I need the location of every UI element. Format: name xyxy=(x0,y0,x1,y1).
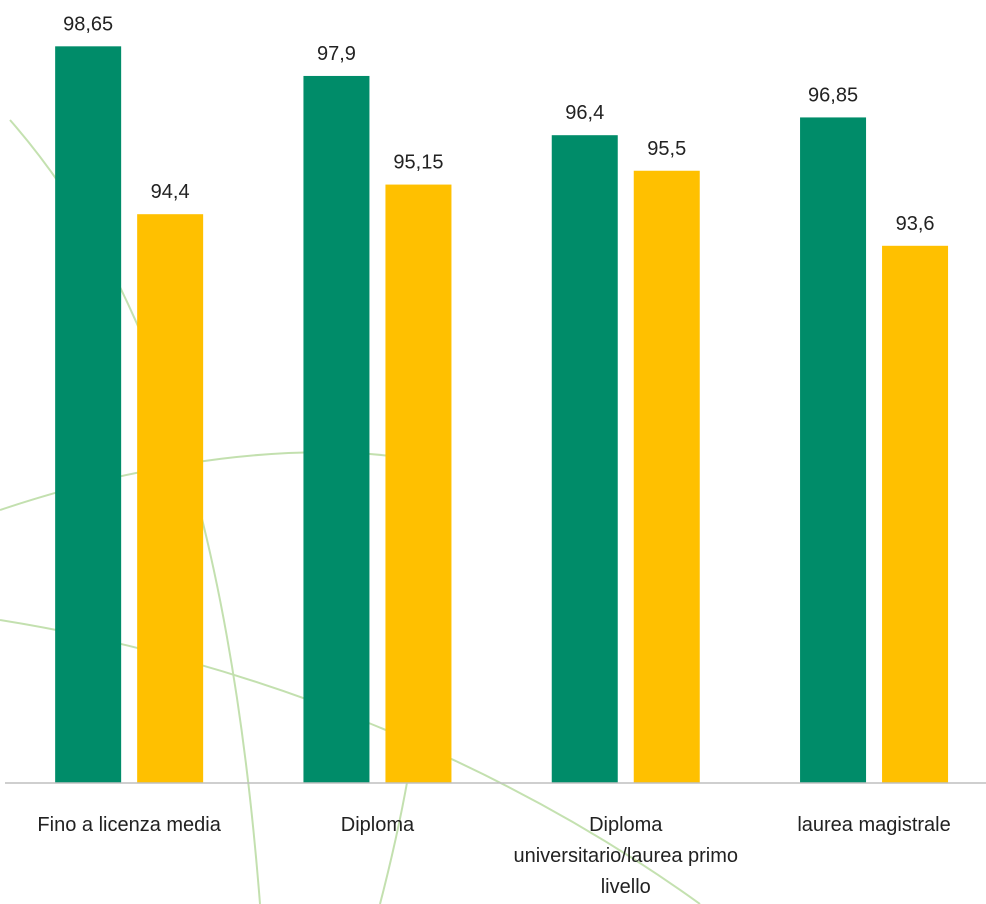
data-label: 96,85 xyxy=(808,84,858,106)
data-label: 94,4 xyxy=(151,181,190,203)
data-label: 93,6 xyxy=(896,213,935,235)
bar xyxy=(303,75,370,783)
bar xyxy=(800,117,867,784)
x-tick-label: Fino a licenza media xyxy=(37,814,221,836)
bar xyxy=(882,245,949,784)
bar xyxy=(385,184,452,783)
x-tick-label: Diploma universitario/laurea primo livel… xyxy=(513,814,739,898)
data-label: 95,5 xyxy=(647,138,686,160)
data-label: 96,4 xyxy=(565,102,604,124)
bar xyxy=(551,135,618,783)
bar xyxy=(137,214,204,783)
data-label: 97,9 xyxy=(317,43,356,65)
data-label: 98,65 xyxy=(63,13,113,35)
bar xyxy=(55,46,122,783)
data-label: 95,15 xyxy=(393,152,443,174)
bar xyxy=(633,170,700,783)
x-tick-label: Diploma xyxy=(340,814,415,836)
x-tick-label: laurea magistrale xyxy=(797,814,951,836)
